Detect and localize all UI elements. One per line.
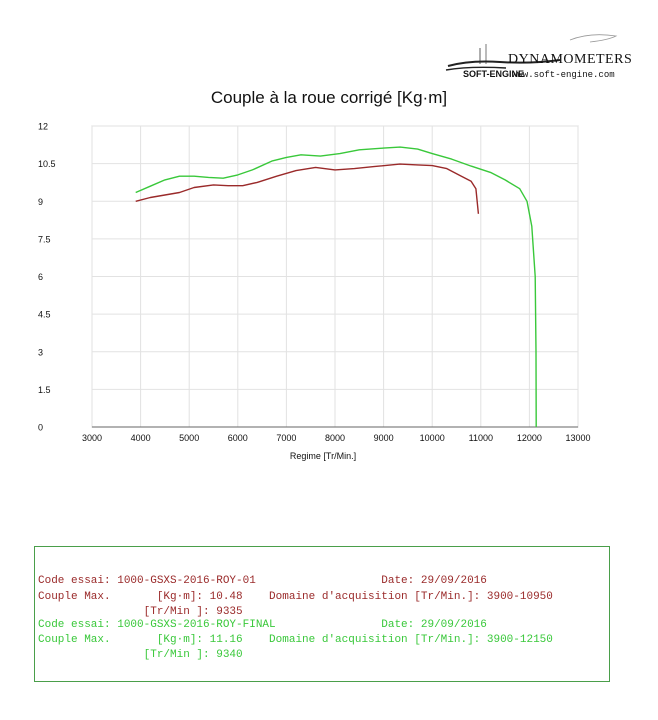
y-tick-label: 1.5 bbox=[38, 385, 51, 395]
chart-grid bbox=[91, 125, 579, 428]
x-tick-label: 10000 bbox=[420, 433, 445, 443]
chart-title: Couple à la roue corrigé [Kg·m] bbox=[210, 88, 448, 107]
chart-series bbox=[135, 146, 537, 428]
info-row: Couple Max. [Kg·m]: 10.48 Domaine d'acqu… bbox=[38, 591, 553, 603]
y-tick-label: 7.5 bbox=[38, 234, 51, 244]
y-tick-label: 10.5 bbox=[38, 159, 56, 169]
chart-axes: 0 1.5 3 4.5 6 7.5 9 10.5 12 3000 4000 5000 6000 7000 8… bbox=[38, 122, 591, 444]
dyno-wing-logo-icon bbox=[445, 34, 618, 71]
y-tick-label: 3 bbox=[38, 347, 43, 357]
x-tick-label: 8000 bbox=[325, 433, 345, 443]
y-tick-label: 0 bbox=[38, 423, 43, 433]
y-tick-label: 4.5 bbox=[38, 310, 51, 320]
y-tick-label: 12 bbox=[38, 122, 48, 132]
brand-url[interactable]: www.soft-engine.com bbox=[512, 70, 615, 80]
x-tick-label: 13000 bbox=[565, 433, 590, 443]
x-tick-label: 7000 bbox=[276, 433, 296, 443]
x-tick-label: 9000 bbox=[374, 433, 394, 443]
info-row: [Tr/Min ]: 9340 bbox=[38, 649, 243, 661]
x-tick-label: 3000 bbox=[82, 433, 102, 443]
x-tick-label: 11000 bbox=[469, 433, 493, 443]
brand-logo: DYNAMOMETERS SOFT-ENGINE www.soft-engine… bbox=[440, 26, 640, 86]
x-axis-label: Regime [Tr/Min.] bbox=[290, 451, 356, 461]
y-tick-label: 9 bbox=[38, 197, 43, 207]
series-line-2 bbox=[135, 146, 537, 428]
x-tick-label: 6000 bbox=[228, 433, 248, 443]
brand-name: DYNAMOMETERS bbox=[508, 52, 633, 67]
x-tick-label: 12000 bbox=[517, 433, 542, 443]
torque-chart: 0 1.5 3 4.5 6 7.5 9 10.5 12 3000 4000 5000 6000 7000 8… bbox=[38, 122, 591, 462]
series-line-1 bbox=[135, 163, 480, 214]
x-tick-label: 5000 bbox=[179, 433, 199, 443]
test-info-box: Code essai: 1000-GSXS-2016-ROY-01 Date: … bbox=[34, 546, 610, 682]
brand-subtitle: SOFT-ENGINE bbox=[463, 69, 525, 79]
y-tick-label: 6 bbox=[38, 272, 43, 282]
x-tick-label: 4000 bbox=[131, 433, 151, 443]
info-row: Couple Max. [Kg·m]: 11.16 Domaine d'acqu… bbox=[38, 634, 553, 646]
info-row: [Tr/Min ]: 9335 bbox=[38, 606, 243, 618]
info-row: Code essai: 1000-GSXS-2016-ROY-01 Date: … bbox=[38, 575, 487, 587]
info-row: Code essai: 1000-GSXS-2016-ROY-FINAL Dat… bbox=[38, 619, 487, 631]
